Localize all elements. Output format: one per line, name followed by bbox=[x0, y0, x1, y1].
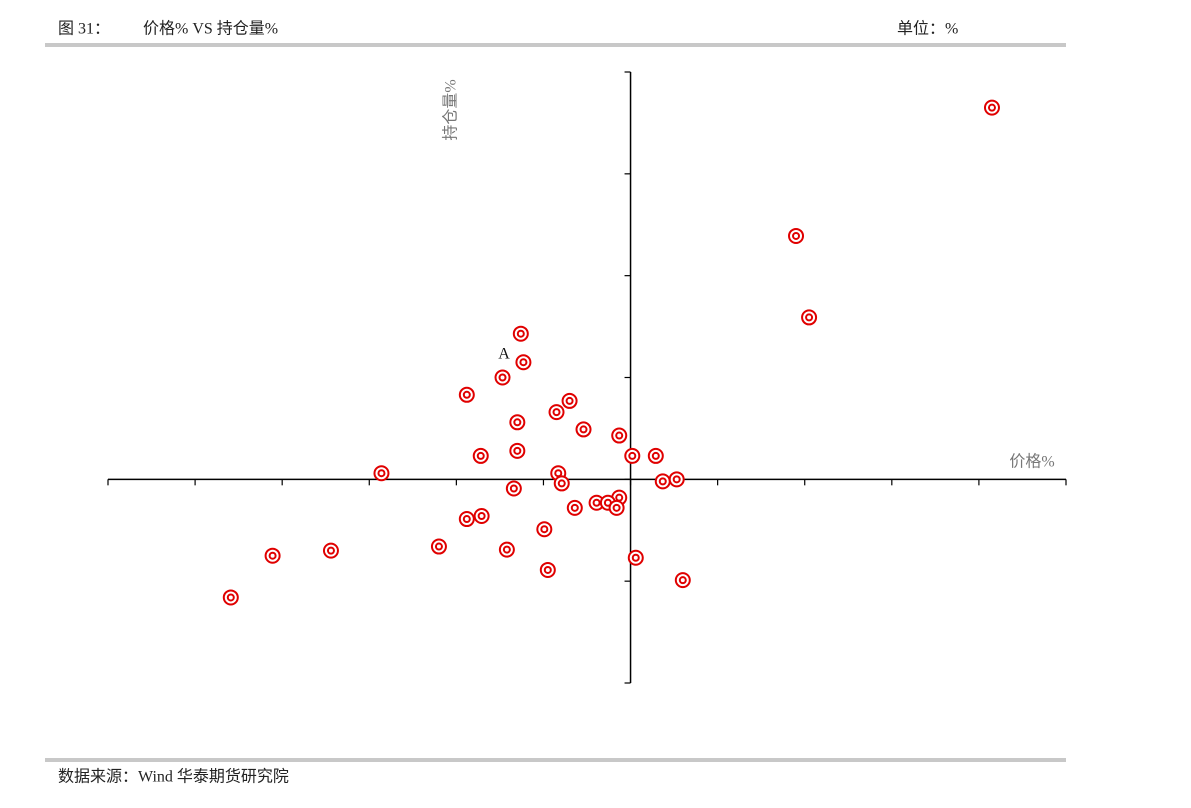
point-inner bbox=[805, 313, 814, 322]
point-inner bbox=[434, 542, 443, 551]
point-inner bbox=[612, 503, 621, 512]
point-inner bbox=[557, 479, 566, 488]
scatter-point bbox=[539, 561, 556, 578]
point-inner bbox=[513, 418, 522, 427]
point-inner bbox=[628, 451, 637, 460]
header-rule bbox=[45, 43, 1066, 47]
scatter-point bbox=[515, 354, 532, 371]
scatter-point bbox=[536, 521, 553, 538]
scatter-point bbox=[222, 589, 239, 606]
point-inner bbox=[476, 451, 485, 460]
point-inner bbox=[565, 396, 574, 405]
annotation: A bbox=[498, 346, 510, 363]
point-inner bbox=[502, 545, 511, 554]
point-inner bbox=[792, 231, 801, 240]
scatter-point bbox=[647, 447, 664, 464]
figure-number: 图 31： bbox=[58, 21, 110, 38]
scatter-point bbox=[472, 447, 489, 464]
point-inner bbox=[462, 390, 471, 399]
point-inner bbox=[519, 358, 528, 367]
scatter-point bbox=[654, 473, 671, 490]
point-inner bbox=[540, 525, 549, 534]
scatter-point bbox=[553, 475, 570, 492]
scatter-point bbox=[608, 499, 625, 516]
point-inner bbox=[658, 477, 667, 486]
scatter-point bbox=[674, 572, 691, 589]
footer-rule bbox=[45, 758, 1066, 762]
source-note: 数据来源：Wind 华泰期货研究院 bbox=[58, 768, 289, 786]
scatter-point bbox=[624, 447, 641, 464]
point-inner bbox=[513, 446, 522, 455]
scatter-point bbox=[458, 386, 475, 403]
scatter-point bbox=[668, 471, 685, 488]
point-inner bbox=[651, 451, 660, 460]
point-inner bbox=[579, 425, 588, 434]
scatter-point bbox=[264, 547, 281, 564]
y-axis-label: 持仓量% bbox=[442, 79, 460, 140]
scatter-point bbox=[512, 325, 529, 342]
scatter-point bbox=[548, 404, 565, 421]
scatter-point bbox=[788, 227, 805, 244]
point-inner bbox=[377, 469, 386, 478]
point-inner bbox=[592, 498, 601, 507]
scatter-point bbox=[627, 549, 644, 566]
point-inner bbox=[462, 515, 471, 524]
scatter-point bbox=[566, 499, 583, 516]
scatter-point bbox=[373, 465, 390, 482]
point-inner bbox=[615, 493, 624, 502]
point-inner bbox=[615, 431, 624, 440]
scatter-point bbox=[498, 541, 515, 558]
scatter-point bbox=[801, 309, 818, 326]
point-inner bbox=[498, 373, 507, 382]
point-inner bbox=[678, 576, 687, 585]
scatter-point bbox=[322, 542, 339, 559]
scatter-point bbox=[473, 507, 490, 524]
scatter-point bbox=[509, 414, 526, 431]
point-inner bbox=[268, 551, 277, 560]
scatter-point bbox=[983, 99, 1000, 116]
point-inner bbox=[226, 593, 235, 602]
scatter-point bbox=[458, 511, 475, 528]
x-axis-label: 价格% bbox=[1009, 453, 1054, 471]
scatter-point bbox=[575, 421, 592, 438]
point-inner bbox=[326, 546, 335, 555]
chart-title: 价格% VS 持仓量% bbox=[143, 20, 278, 38]
point-inner bbox=[631, 553, 640, 562]
scatter-point bbox=[611, 427, 628, 444]
point-inner bbox=[477, 511, 486, 520]
unit-label: 单位：% bbox=[897, 20, 958, 38]
point-inner bbox=[554, 469, 563, 478]
scatter-point bbox=[561, 392, 578, 409]
scatter-point bbox=[494, 369, 511, 386]
scatter-point bbox=[509, 442, 526, 459]
point-inner bbox=[543, 565, 552, 574]
scatter-point bbox=[505, 480, 522, 497]
point-inner bbox=[516, 329, 525, 338]
point-inner bbox=[570, 503, 579, 512]
point-inner bbox=[987, 103, 996, 112]
scatter-point bbox=[430, 538, 447, 555]
point-inner bbox=[552, 408, 561, 417]
point-inner bbox=[509, 484, 518, 493]
point-inner bbox=[672, 475, 681, 484]
